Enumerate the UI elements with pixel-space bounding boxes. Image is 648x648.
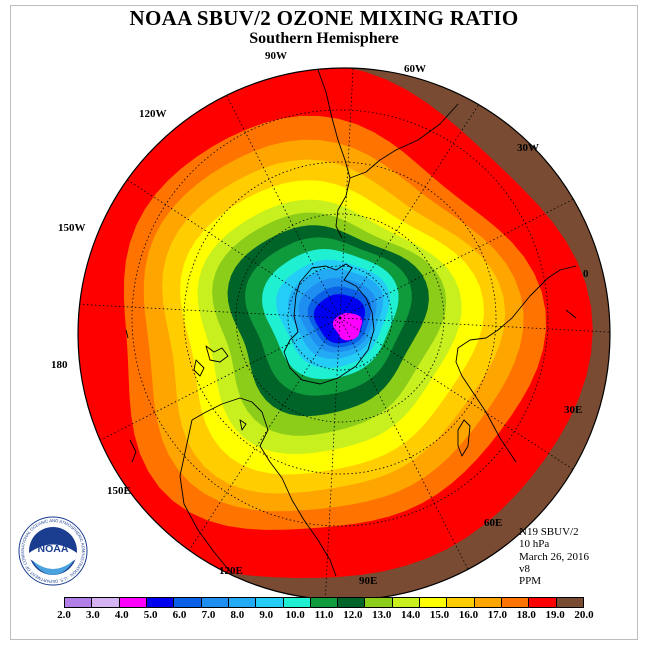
satellite-label: N19 SBUV/2 — [519, 526, 579, 538]
colorbar-tick-label: 18.0 — [516, 609, 536, 621]
info-block: N19 SBUV/2 10 hPa March 26, 2016 v8 PPM — [519, 526, 589, 587]
colorbar-segment — [65, 598, 93, 607]
colorbar-segment — [283, 598, 311, 607]
meridian-line — [339, 68, 356, 319]
colorbar-segment — [420, 598, 448, 607]
version-label: v8 — [519, 562, 530, 575]
colorbar-tick-label: 13.0 — [372, 609, 392, 621]
lon-label-30w: 30W — [517, 142, 539, 154]
colorbar-tick-label: 14.0 — [401, 609, 421, 621]
noaa-logo: NOAA NATIONAL OCEANIC AND ATMOSPHERIC AD… — [18, 516, 88, 586]
lon-label-90e: 90E — [359, 575, 378, 587]
meridian-line — [339, 317, 610, 334]
colorbar-segment — [447, 598, 475, 607]
colorbar-tick-label: 20.0 — [574, 609, 594, 621]
colorbar-segment — [392, 598, 421, 607]
latitude-circle — [235, 213, 445, 423]
colorbar-tick-label: 12.0 — [343, 609, 363, 621]
colorbar-segment — [474, 598, 502, 607]
meridian-line — [339, 317, 586, 478]
colorbar-segment — [256, 598, 284, 607]
lon-label-150w: 150W — [58, 222, 86, 234]
contour-band-4-0 — [332, 312, 363, 341]
colorbar-segment — [310, 598, 339, 607]
colorbar-segment — [228, 598, 257, 607]
lon-label-60w: 60W — [404, 63, 426, 75]
colorbar-tick-label: 7.0 — [201, 609, 216, 621]
meridian-line — [339, 72, 500, 319]
colorbar-tick-label: 5.0 — [143, 609, 158, 621]
south-america-coast — [317, 69, 459, 239]
antarctica-coast — [283, 263, 375, 385]
colorbar-segment — [529, 598, 557, 607]
map-subtitle: Southern Hemisphere — [249, 30, 399, 47]
lon-label-60e: 60E — [484, 517, 503, 529]
colorbar-ticks: 2.0 3.0 4.0 5.0 6.0 7.0 8.0 9.0 10.0 11.0 12.0 13.0… — [57, 609, 594, 623]
colorbar-tick-label: 6.0 — [172, 609, 187, 621]
units-label: PPM — [519, 575, 542, 588]
lon-label-0: 0 — [583, 268, 589, 280]
lon-label-90w: 90W — [265, 50, 287, 62]
colorbar-segment — [174, 598, 202, 607]
colorbar — [64, 597, 584, 608]
graticule — [78, 68, 610, 600]
colorbar-tick-label: 11.0 — [314, 609, 334, 621]
contour-bands — [78, 68, 593, 578]
meridian-line — [339, 317, 474, 579]
colorbar-tick-label: 19.0 — [545, 609, 565, 621]
lon-label-120w: 120W — [139, 108, 167, 120]
colorbar-tick-label: 4.0 — [114, 609, 129, 621]
meridian-line — [180, 317, 341, 564]
figure-frame — [10, 5, 638, 640]
new-zealand-coast — [193, 345, 229, 377]
colorbar-segment — [365, 598, 393, 607]
colorbar-tick-label: 2.0 — [57, 609, 71, 621]
pressure-level-label: 10 hPa — [519, 538, 550, 551]
colorbar-segment — [201, 598, 229, 607]
colorbar-segment — [92, 598, 120, 607]
australia-coast — [179, 397, 337, 577]
lon-label-120e: 120E — [219, 565, 243, 577]
colorbar-tick-label: 15.0 — [429, 609, 450, 621]
lon-label-150e: 150E — [107, 485, 131, 497]
small-islands — [125, 329, 247, 463]
colorbar-segment — [146, 598, 175, 607]
colorbar-segment — [556, 598, 583, 607]
colorbar-segment — [119, 598, 147, 607]
colorbar-tick-label: 10.0 — [285, 609, 305, 621]
colorbar-tick-label: 8.0 — [230, 609, 245, 621]
lon-label-30e: 30E — [564, 404, 583, 416]
colorbar-tick-label: 17.0 — [487, 609, 507, 621]
latitude-circle — [131, 109, 549, 527]
date-label: March 26, 2016 — [519, 550, 589, 563]
colorbar-segment — [502, 598, 530, 607]
colorbar-tick-label: 16.0 — [458, 609, 479, 621]
latitude-circle — [287, 265, 393, 371]
latitude-circle — [183, 161, 497, 475]
meridian-line — [339, 184, 601, 319]
meridian-line — [78, 302, 341, 319]
colorbar-tick-label: 9.0 — [259, 609, 274, 621]
colorbar-tick-label: 3.0 — [86, 609, 100, 621]
meridian-line — [94, 158, 341, 319]
africa-coast — [455, 265, 577, 463]
meridian-line — [206, 68, 341, 319]
map-title: NOAA SBUV/2 OZONE MIXING RATIO — [129, 6, 519, 30]
madagascar-coast — [457, 419, 471, 457]
noaa-logo-text: NOAA — [38, 543, 69, 555]
colorbar-segment — [338, 598, 366, 607]
meridian-line — [324, 317, 341, 600]
lon-label-180: 180 — [51, 359, 68, 371]
coastlines — [125, 69, 577, 577]
meridian-line — [79, 317, 341, 452]
